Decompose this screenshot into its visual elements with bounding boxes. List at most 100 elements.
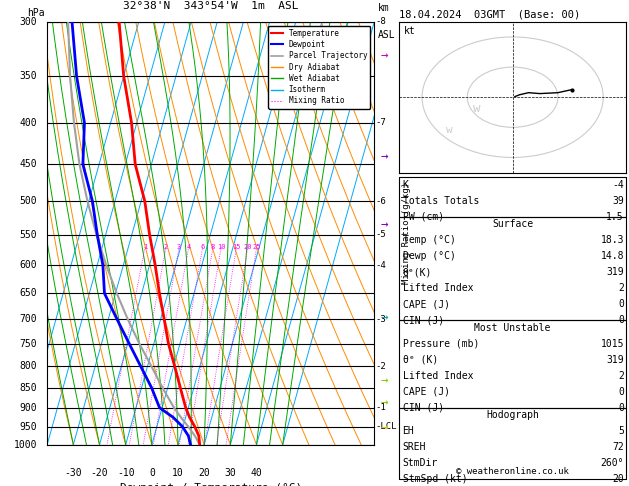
Text: θᵉ(K): θᵉ(K) bbox=[403, 267, 432, 277]
Text: SREH: SREH bbox=[403, 442, 426, 452]
Text: →: → bbox=[381, 396, 388, 409]
Text: PW (cm): PW (cm) bbox=[403, 212, 443, 222]
Text: StmSpd (kt): StmSpd (kt) bbox=[403, 474, 467, 484]
Text: 15: 15 bbox=[232, 244, 241, 250]
Text: CAPE (J): CAPE (J) bbox=[403, 387, 450, 397]
Text: 0: 0 bbox=[618, 315, 624, 325]
Text: Temp (°C): Temp (°C) bbox=[403, 235, 455, 245]
Text: 18.04.2024  03GMT  (Base: 00): 18.04.2024 03GMT (Base: 00) bbox=[399, 9, 581, 19]
Text: 10: 10 bbox=[172, 468, 184, 478]
Text: Totals Totals: Totals Totals bbox=[403, 196, 479, 206]
Text: 39: 39 bbox=[612, 196, 624, 206]
Text: 950: 950 bbox=[19, 422, 37, 432]
Text: -10: -10 bbox=[117, 468, 135, 478]
Text: 3: 3 bbox=[177, 244, 181, 250]
Text: Most Unstable: Most Unstable bbox=[474, 323, 551, 332]
Text: →: → bbox=[381, 151, 388, 164]
Text: 319: 319 bbox=[606, 355, 624, 364]
Text: 600: 600 bbox=[19, 260, 37, 270]
Text: 550: 550 bbox=[19, 230, 37, 240]
Text: 72: 72 bbox=[612, 442, 624, 452]
Text: -8: -8 bbox=[376, 17, 387, 26]
Text: CIN (J): CIN (J) bbox=[403, 403, 443, 413]
Text: 14.8: 14.8 bbox=[601, 251, 624, 261]
Text: 400: 400 bbox=[19, 118, 37, 128]
Text: CIN (J): CIN (J) bbox=[403, 315, 443, 325]
Text: 40: 40 bbox=[250, 468, 262, 478]
Text: 0: 0 bbox=[618, 299, 624, 309]
Text: 319: 319 bbox=[606, 267, 624, 277]
Text: km: km bbox=[377, 3, 389, 14]
Text: 350: 350 bbox=[19, 71, 37, 81]
Text: 10: 10 bbox=[217, 244, 225, 250]
Text: 300: 300 bbox=[19, 17, 37, 27]
Text: 1: 1 bbox=[143, 244, 147, 250]
Text: Lifted Index: Lifted Index bbox=[403, 371, 473, 381]
Text: →: → bbox=[381, 375, 388, 388]
Text: 2: 2 bbox=[618, 371, 624, 381]
Text: →: → bbox=[381, 312, 388, 324]
Text: 260°: 260° bbox=[601, 458, 624, 468]
Text: ASL: ASL bbox=[377, 30, 395, 40]
Text: 4: 4 bbox=[187, 244, 191, 250]
Text: Pressure (mb): Pressure (mb) bbox=[403, 339, 479, 348]
Text: 2: 2 bbox=[618, 283, 624, 293]
Text: w: w bbox=[472, 102, 480, 115]
Text: →: → bbox=[381, 49, 388, 62]
Text: -LCL: -LCL bbox=[376, 422, 398, 431]
Text: 1015: 1015 bbox=[601, 339, 624, 348]
Text: 650: 650 bbox=[19, 288, 37, 298]
Text: StmDir: StmDir bbox=[403, 458, 438, 468]
Text: 700: 700 bbox=[19, 314, 37, 325]
Text: -6: -6 bbox=[376, 197, 387, 206]
Text: 20: 20 bbox=[243, 244, 252, 250]
Text: © weatheronline.co.uk: © weatheronline.co.uk bbox=[456, 467, 569, 476]
Text: Dewpoint / Temperature (°C): Dewpoint / Temperature (°C) bbox=[120, 483, 302, 486]
Text: 25: 25 bbox=[252, 244, 261, 250]
Text: 32°38'N  343°54'W  1m  ASL: 32°38'N 343°54'W 1m ASL bbox=[123, 1, 299, 11]
Text: 20: 20 bbox=[198, 468, 210, 478]
Text: 30: 30 bbox=[225, 468, 237, 478]
Text: 1000: 1000 bbox=[14, 440, 37, 450]
Text: Dewp (°C): Dewp (°C) bbox=[403, 251, 455, 261]
Text: -20: -20 bbox=[91, 468, 108, 478]
Text: Lifted Index: Lifted Index bbox=[403, 283, 473, 293]
Text: -5: -5 bbox=[376, 230, 387, 239]
Text: 0: 0 bbox=[149, 468, 155, 478]
Text: -1: -1 bbox=[376, 403, 387, 412]
Text: 800: 800 bbox=[19, 361, 37, 371]
Text: -30: -30 bbox=[65, 468, 82, 478]
Text: -4: -4 bbox=[612, 180, 624, 190]
Text: hPa: hPa bbox=[28, 8, 45, 17]
Text: 450: 450 bbox=[19, 159, 37, 169]
Text: 6: 6 bbox=[201, 244, 205, 250]
Text: 18.3: 18.3 bbox=[601, 235, 624, 245]
Text: w: w bbox=[446, 125, 453, 136]
Text: 20: 20 bbox=[612, 474, 624, 484]
Text: -3: -3 bbox=[376, 315, 387, 324]
Text: Mixing Ratio (g/kg): Mixing Ratio (g/kg) bbox=[403, 182, 411, 284]
Text: →: → bbox=[381, 218, 388, 231]
Text: EH: EH bbox=[403, 426, 415, 436]
Text: 5: 5 bbox=[618, 426, 624, 436]
Text: Surface: Surface bbox=[492, 219, 533, 229]
Text: 2: 2 bbox=[164, 244, 168, 250]
Text: CAPE (J): CAPE (J) bbox=[403, 299, 450, 309]
Text: 8: 8 bbox=[211, 244, 215, 250]
Text: -2: -2 bbox=[376, 362, 387, 371]
Text: 0: 0 bbox=[618, 403, 624, 413]
Text: 900: 900 bbox=[19, 403, 37, 413]
Text: θᵉ (K): θᵉ (K) bbox=[403, 355, 438, 364]
Text: Hodograph: Hodograph bbox=[486, 410, 539, 420]
Text: kt: kt bbox=[404, 26, 416, 36]
Text: 750: 750 bbox=[19, 339, 37, 348]
Text: -7: -7 bbox=[376, 119, 387, 127]
Legend: Temperature, Dewpoint, Parcel Trajectory, Dry Adiabat, Wet Adiabat, Isotherm, Mi: Temperature, Dewpoint, Parcel Trajectory… bbox=[268, 26, 370, 108]
Text: 1.5: 1.5 bbox=[606, 212, 624, 222]
Text: 850: 850 bbox=[19, 382, 37, 393]
Text: K: K bbox=[403, 180, 408, 190]
Text: 0: 0 bbox=[618, 387, 624, 397]
Text: -4: -4 bbox=[376, 261, 387, 270]
Text: →: → bbox=[381, 421, 388, 434]
Text: 500: 500 bbox=[19, 196, 37, 206]
